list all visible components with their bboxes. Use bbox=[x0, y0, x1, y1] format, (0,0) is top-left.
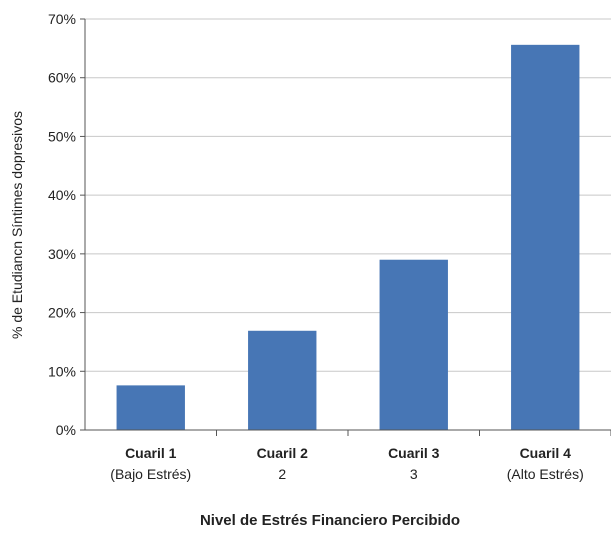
x-tick-sublabel: 2 bbox=[278, 466, 286, 482]
x-tick-label: Cuaril 3 bbox=[388, 445, 440, 461]
x-tick-label: Cuaril 4 bbox=[520, 445, 572, 461]
bar bbox=[379, 259, 448, 430]
grid-lines bbox=[85, 18, 611, 372]
x-axis-ticks: Cuaril 1 (Bajo Estrés) Cuaril 2 2 Cuaril 3 3 C… bbox=[110, 430, 611, 482]
bar bbox=[511, 44, 580, 430]
y-axis-ticks: 0% 10% 20% 30% 40% 50% 60% 70% bbox=[48, 11, 85, 438]
y-tick-label: 60% bbox=[48, 70, 76, 86]
x-tick-sublabel: (Bajo Estrés) bbox=[110, 466, 191, 482]
y-tick-label: 0% bbox=[56, 422, 76, 438]
x-tick-label: Cuaril 2 bbox=[257, 445, 309, 461]
y-tick-label: 70% bbox=[48, 11, 76, 27]
y-tick-label: 20% bbox=[48, 305, 76, 321]
y-tick-label: 10% bbox=[48, 363, 76, 379]
x-tick-label: Cuaril 1 bbox=[125, 445, 177, 461]
bars bbox=[116, 44, 580, 430]
y-tick-label: 30% bbox=[48, 246, 76, 262]
bar bbox=[116, 385, 185, 430]
y-axis-label: % de Etudiancn Síntimes dopresivos bbox=[9, 111, 25, 339]
y-tick-label: 40% bbox=[48, 187, 76, 203]
bar bbox=[248, 330, 317, 430]
x-tick-sublabel: 3 bbox=[410, 466, 418, 482]
x-axis-label: Nivel de Estrés Financiero Percibido bbox=[200, 512, 460, 529]
y-tick-label: 50% bbox=[48, 128, 76, 144]
x-tick-sublabel: (Alto Estrés) bbox=[507, 466, 584, 482]
